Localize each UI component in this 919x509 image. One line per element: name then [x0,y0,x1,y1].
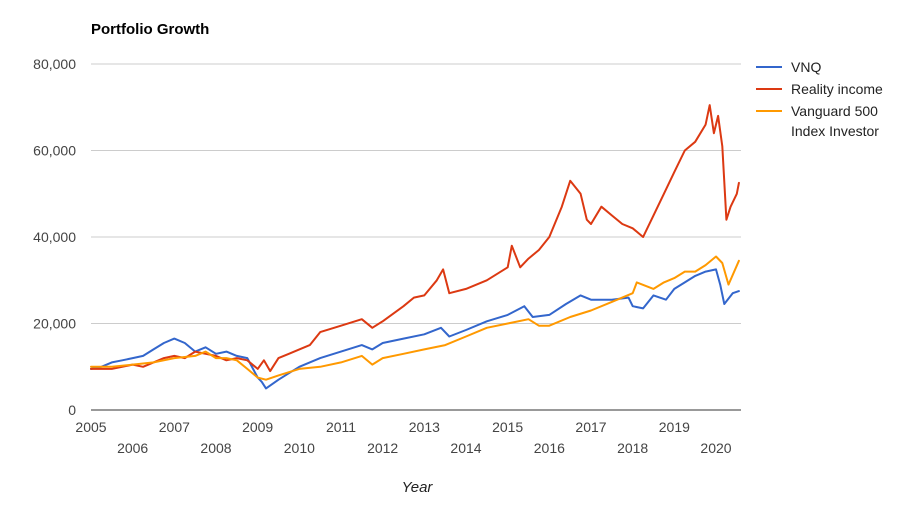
legend-label: VNQ [791,59,821,75]
x-tick-label: 2018 [617,440,648,456]
x-tick-label: 2017 [575,419,606,435]
series-line-reality-income [90,104,740,373]
y-tick-label: 40,000 [33,229,76,245]
series-line-vnq [90,268,740,390]
x-tick-label: 2008 [200,440,231,456]
x-tick-label: 2015 [492,419,523,435]
y-tick-label: 20,000 [33,316,76,332]
y-tick-label: 60,000 [33,143,76,159]
legend-item-reality-income: Reality income [756,81,883,97]
y-axis-ticks: 0 20,000 40,000 60,000 80,000 [33,56,76,418]
legend-label: Reality income [791,81,883,97]
x-tick-label: 2009 [242,419,273,435]
x-axis-label: Year [402,479,434,496]
x-tick-label: 2005 [75,419,106,435]
legend-label: Vanguard 500 Index Investor [791,103,879,139]
x-tick-label: 2013 [409,419,440,435]
series-line-vanguard-500-index-investor [90,255,740,381]
x-tick-label: 2006 [117,440,148,456]
y-tick-label: 80,000 [33,56,76,72]
x-tick-label: 2012 [367,440,398,456]
x-tick-label: 2014 [450,440,481,456]
x-tick-label: 2020 [700,440,731,456]
legend: VNQ Reality income Vanguard 500 Index Inves… [756,59,883,139]
x-axis-ticks: 2005 2006 2007 2008 2009 2010 2011 2012 2013 2014… [75,419,731,456]
x-tick-label: 2010 [284,440,315,456]
legend-item-vanguard-500-index-investor: Vanguard 500 Index Investor [756,103,879,139]
series-layer [90,104,740,390]
y-tick-label: 0 [68,402,76,418]
x-tick-label: 2016 [534,440,565,456]
x-tick-label: 2011 [326,419,356,435]
x-tick-label: 2007 [159,419,190,435]
x-tick-label: 2019 [659,419,690,435]
chart-title: Portfolio Growth [91,21,209,38]
legend-item-vnq: VNQ [756,59,821,75]
grid-layer [91,63,741,411]
